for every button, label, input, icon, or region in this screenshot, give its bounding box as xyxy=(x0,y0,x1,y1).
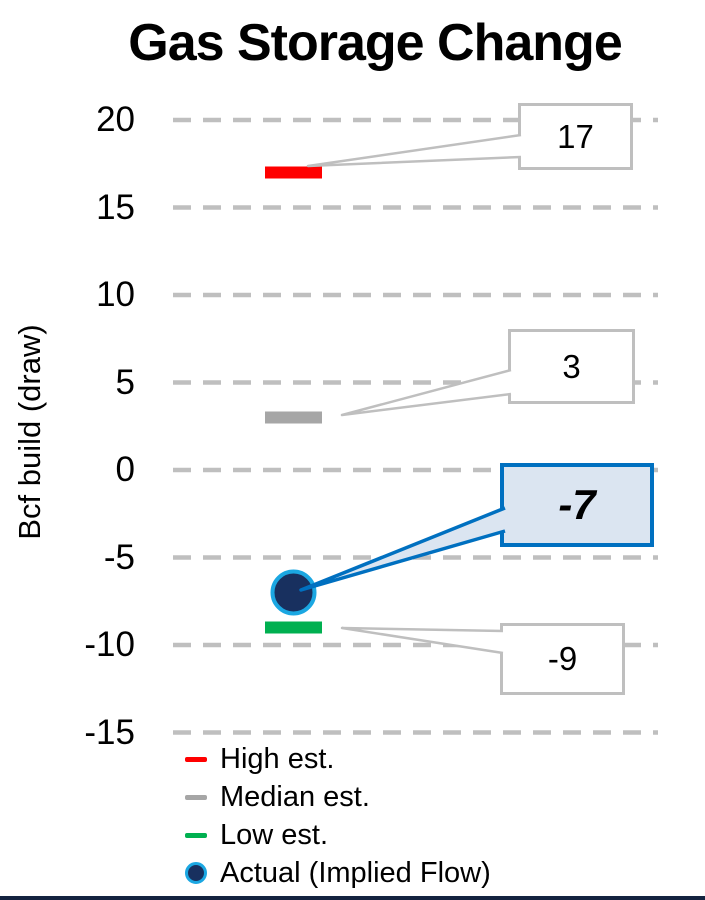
marker-circle xyxy=(270,569,317,616)
chart-title: Gas Storage Change xyxy=(128,14,622,72)
legend-label: High est. xyxy=(220,743,335,775)
legend-item-high-est: High est. xyxy=(185,740,491,778)
low-est-dash-icon xyxy=(185,832,207,838)
y-tick-label: 20 xyxy=(96,100,135,139)
y-tick-label: -10 xyxy=(84,625,135,664)
legend: High est. Median est. Low est. Actual (I… xyxy=(185,740,491,892)
callout-high-est-value: 17 xyxy=(557,117,594,155)
callout-actual-value: -7 xyxy=(558,481,596,528)
legend-item-low-est: Low est. xyxy=(185,816,491,854)
callout-actual: -7 xyxy=(500,463,654,547)
y-tick-label: 10 xyxy=(96,275,135,314)
y-tick-label: -5 xyxy=(103,537,135,577)
callout-leader xyxy=(340,626,504,655)
callout-median-est: 3 xyxy=(508,329,635,404)
callout-low-est-value: -9 xyxy=(547,640,578,677)
y-tick-label: 5 xyxy=(115,362,135,402)
high-est-dash-icon xyxy=(185,756,207,762)
y-axis-title: Bcf build (draw) xyxy=(12,324,47,540)
callout-leader xyxy=(306,133,522,168)
callout-high-est: 17 xyxy=(518,103,633,170)
callout-leader xyxy=(340,368,512,417)
legend-item-median-est: Median est. xyxy=(185,778,491,816)
legend-item-actual: Actual (Implied Flow) xyxy=(185,854,491,892)
y-tick-label: 0 xyxy=(115,450,135,489)
median-est-dash-icon xyxy=(185,794,207,800)
actual-circle-icon xyxy=(185,862,207,884)
callout-median-est-value: 3 xyxy=(562,347,581,385)
y-tick-label: -15 xyxy=(84,712,135,752)
bottom-border xyxy=(0,896,705,900)
marker-dash xyxy=(265,166,322,179)
marker-dash xyxy=(265,411,322,424)
callout-leader xyxy=(299,506,506,592)
callout-low-est: -9 xyxy=(500,623,625,695)
y-tick-label: 15 xyxy=(96,187,135,227)
legend-label: Low est. xyxy=(220,819,328,851)
legend-label: Median est. xyxy=(220,781,370,813)
marker-dash xyxy=(265,621,322,634)
legend-label: Actual (Implied Flow) xyxy=(220,857,491,889)
